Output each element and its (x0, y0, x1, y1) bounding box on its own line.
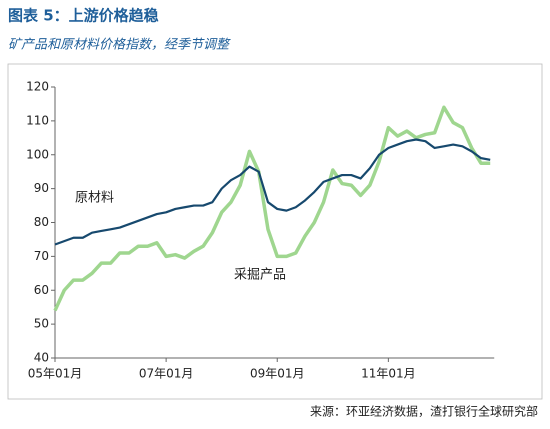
series-label: 原材料 (75, 191, 114, 206)
x-tick-label: 05年01月 (28, 367, 83, 381)
y-tick-label: 50 (34, 317, 49, 331)
x-tick-label: 07年01月 (139, 367, 194, 381)
y-tick-label: 40 (34, 351, 49, 365)
y-tick-label: 120 (26, 80, 49, 94)
y-tick-label: 100 (26, 147, 49, 161)
frame (7, 63, 543, 400)
y-tick-label: 60 (34, 283, 49, 297)
series-line (53, 105, 491, 312)
y-tick-label: 80 (34, 215, 49, 229)
y-tick-label: 70 (34, 249, 49, 263)
source: 来源：环亚经济数据，渣打银行全球研究部 (310, 404, 538, 419)
x-tick-label: 09年01月 (250, 367, 305, 381)
series-label: 采掘产品 (234, 268, 286, 283)
x-tick-label: 11年01月 (361, 367, 416, 381)
series-line (54, 138, 491, 246)
y-tick-label: 90 (34, 181, 49, 195)
chart-title: 图表 5：上游价格趋稳 (8, 7, 159, 25)
y-tick-label: 110 (26, 113, 49, 127)
chart-subtitle: 矿产品和原材料价格指数，经季节调整 (8, 38, 231, 53)
